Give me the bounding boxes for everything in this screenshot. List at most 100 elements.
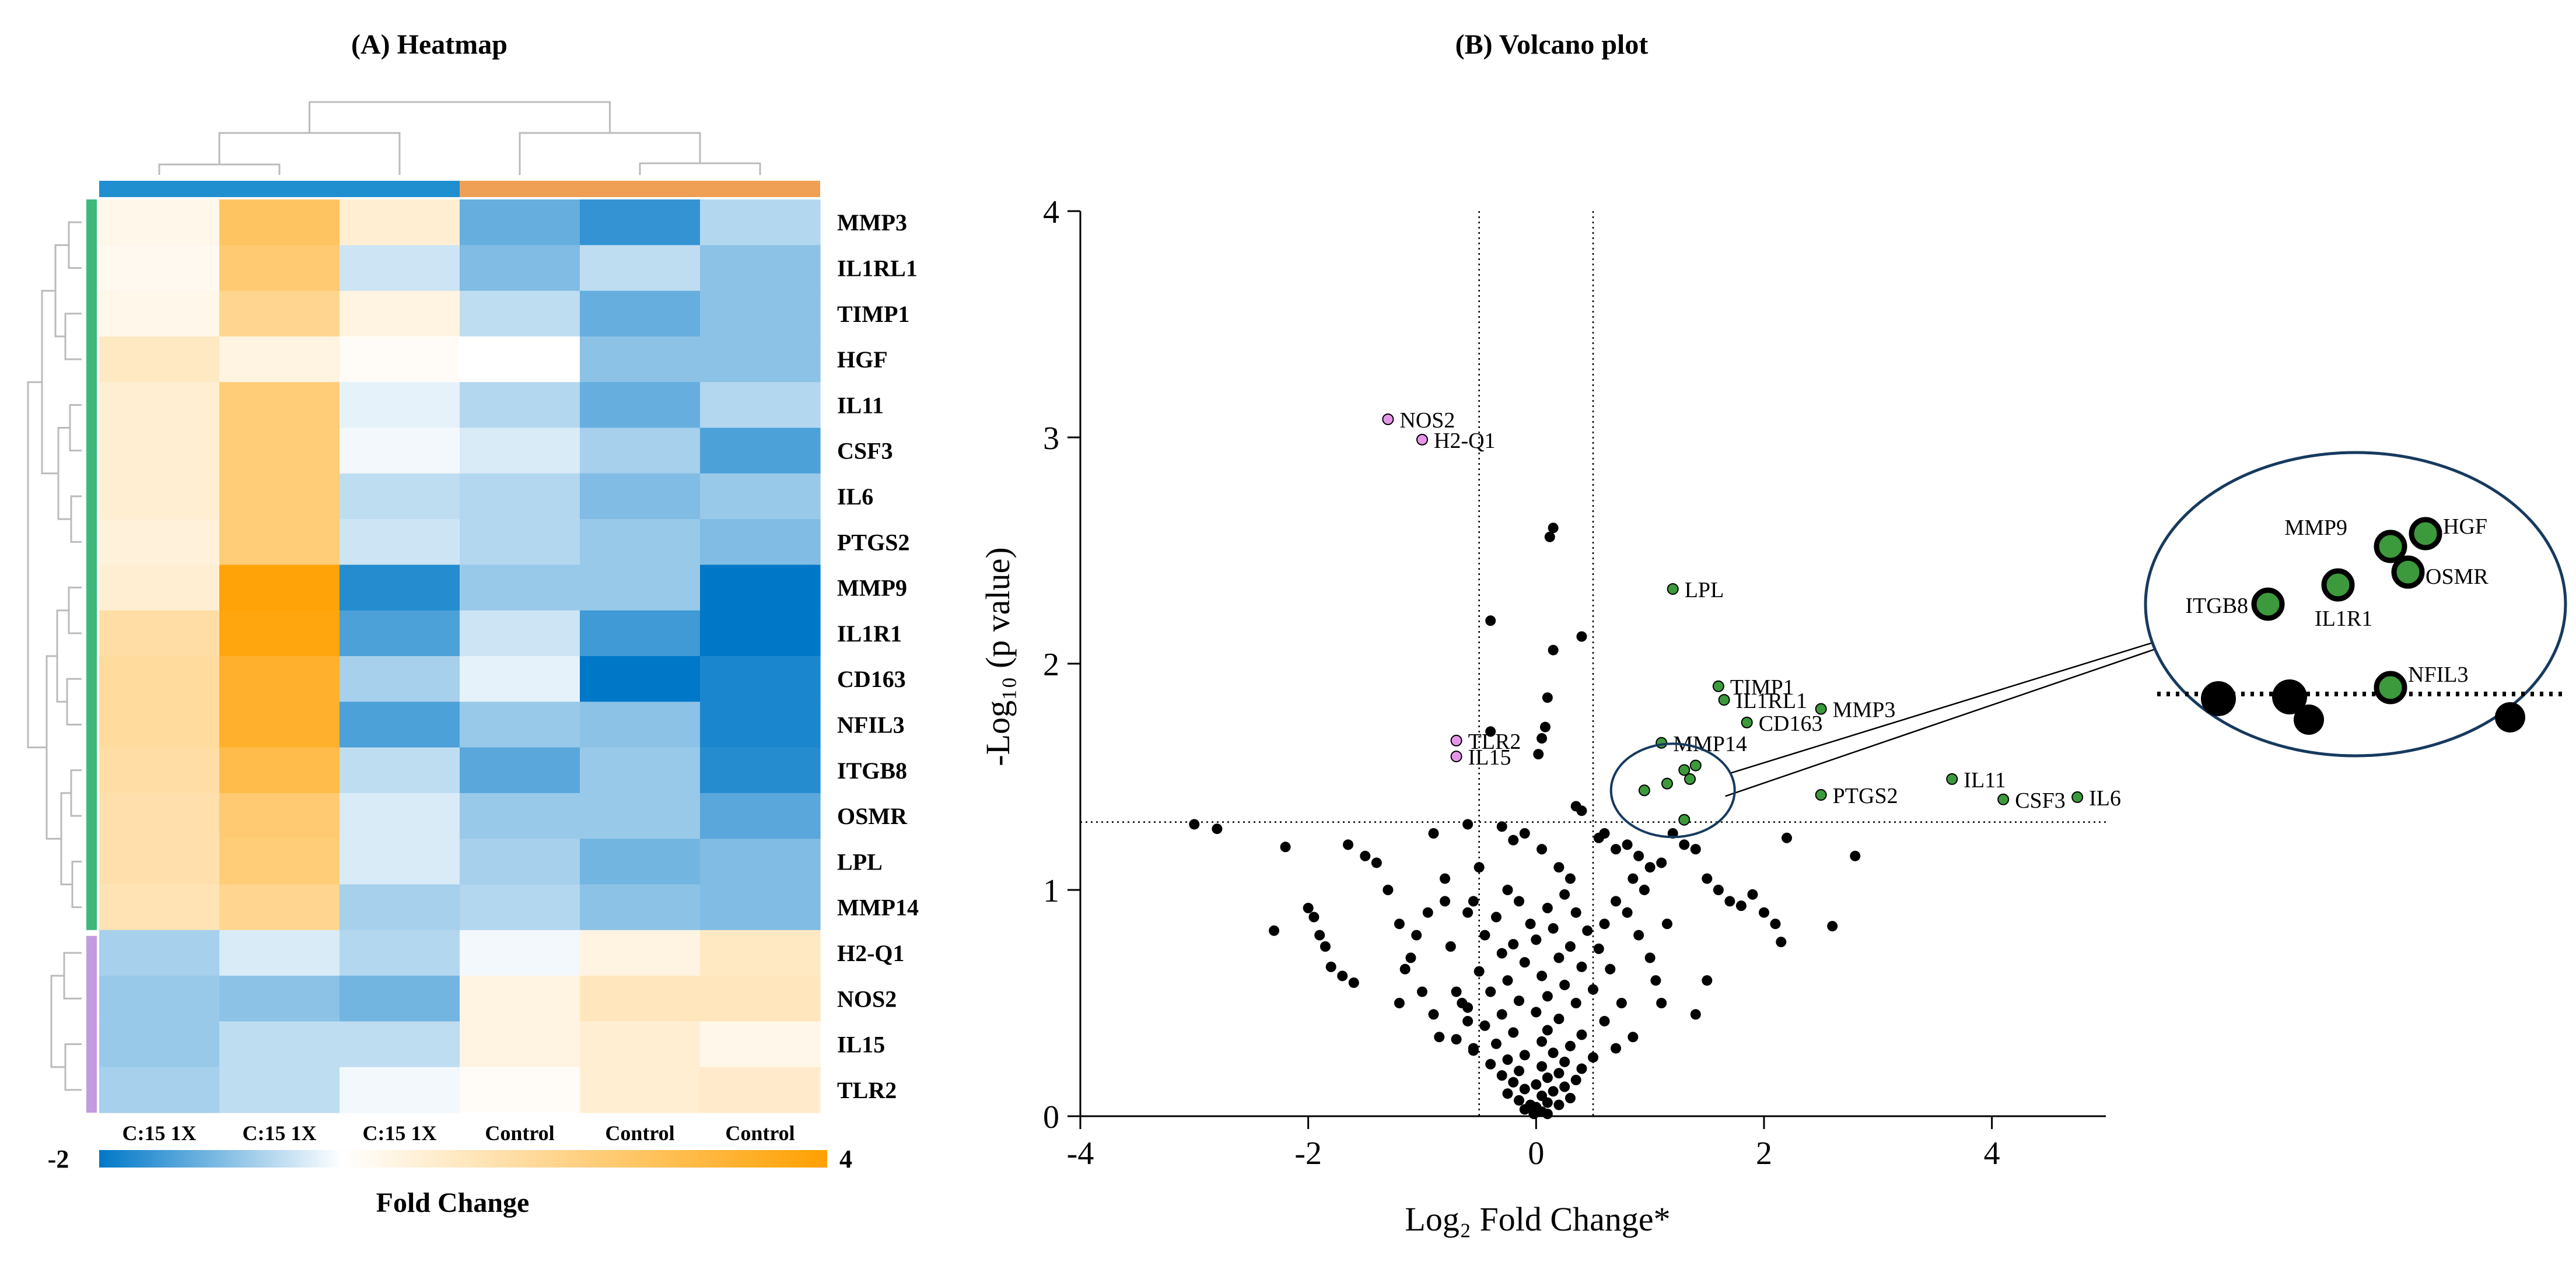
volcano-y-label: -Log₁₀ (p value) (979, 547, 1017, 766)
volcano-point (1588, 1052, 1598, 1063)
heatmap-cell (580, 930, 701, 976)
volcano-highlight-point (1638, 784, 1650, 797)
heatmap-cell (700, 610, 821, 657)
volcano-point (1702, 873, 1713, 884)
volcano-point (1325, 961, 1336, 972)
volcano-point-label: MMP3 (1833, 698, 1896, 723)
volcano-point (1679, 839, 1690, 850)
volcano-point (1269, 925, 1280, 936)
volcano-point (1536, 844, 1548, 855)
volcano-point (1628, 1032, 1639, 1043)
heatmap-cell (700, 656, 821, 702)
volcano-point (1417, 986, 1427, 997)
zoom-point-label: OSMR (2426, 565, 2488, 589)
heatmap-cell (580, 336, 701, 383)
volcano-point (1371, 857, 1382, 868)
volcano-point (1519, 1104, 1530, 1115)
heatmap-cell (460, 565, 580, 611)
heatmap-cell (99, 427, 220, 474)
volcano-point (1496, 948, 1507, 959)
volcano-point (1496, 1009, 1507, 1020)
volcano-point (1564, 1092, 1576, 1103)
heatmap-cell (219, 1021, 340, 1068)
heatmap-cell (700, 976, 821, 1022)
zoom-background-point (2495, 702, 2525, 732)
heatmap-cell (460, 884, 580, 931)
volcano-point (1542, 692, 1553, 703)
heatmap-row-label: IL11 (837, 392, 884, 418)
heatmap-cell (580, 976, 701, 1022)
volcano-point (1542, 1025, 1553, 1036)
heatmap-cell (340, 1067, 460, 1113)
volcano-point (1502, 1088, 1513, 1099)
volcano-highlight-point (1689, 759, 1702, 772)
dendrogram-branch (68, 221, 82, 269)
volcano-point (1690, 844, 1701, 855)
heatmap-row-label: PTGS2 (837, 529, 909, 555)
zoom-point (2374, 530, 2407, 563)
heatmap-cell (460, 839, 580, 885)
volcano-point (1508, 939, 1519, 950)
column-group-bar (99, 181, 820, 197)
heatmap-row-label: HGF (837, 346, 888, 373)
heatmap-cell (460, 290, 580, 337)
volcano-point (1628, 873, 1639, 884)
volcano-highlight-point (1946, 773, 1958, 785)
heatmap-cell (460, 656, 580, 702)
volcano-point (1394, 919, 1405, 930)
heatmap-cell (340, 427, 460, 474)
heatmap-cell (340, 793, 460, 839)
heatmap-row-label: MMP3 (837, 209, 907, 236)
volcano-highlight-point (1684, 773, 1696, 785)
volcano-point (1559, 889, 1570, 900)
volcano-point (1639, 885, 1650, 895)
x-tick-label: 2 (1756, 1135, 1772, 1172)
volcano-point (1502, 885, 1513, 895)
heatmap-cell (99, 747, 220, 794)
zoom-point (2409, 517, 2442, 551)
heatmap-cell (460, 427, 580, 474)
volcano-highlight-point (1661, 777, 1673, 790)
volcano-point (1479, 930, 1490, 941)
volcano-point (1462, 1002, 1474, 1013)
volcano-point (1536, 1036, 1548, 1047)
heatmap-cell (700, 519, 821, 565)
volcano-point (1508, 1077, 1519, 1088)
volcano-point (1588, 984, 1598, 995)
zoom-point-label: NFIL3 (2408, 662, 2468, 687)
volcano-point (1782, 832, 1793, 843)
volcano-point (1320, 941, 1331, 952)
volcano-point (1770, 919, 1781, 930)
heatmap-column-label: C:15 1X (243, 1121, 317, 1145)
heatmap-cell (460, 976, 580, 1022)
heatmap-cell (99, 382, 220, 429)
heatmap-cell (219, 884, 340, 931)
heatmap-cell (99, 793, 220, 839)
volcano-point (1502, 975, 1513, 986)
volcano-point-label: PTGS2 (1833, 784, 1898, 808)
heatmap-row-label: NFIL3 (837, 711, 905, 738)
volcano-background-points (1189, 523, 1861, 1120)
volcano-point (1553, 1068, 1564, 1079)
volcano-point (1559, 1056, 1570, 1067)
colorbar-label: Fold Change (376, 1187, 530, 1218)
volcano-point (1451, 986, 1462, 997)
volcano-point (1702, 975, 1713, 986)
volcano-point (1485, 986, 1496, 997)
volcano-point (1508, 1027, 1519, 1038)
zoom-point-label: IL1R1 (2315, 607, 2372, 631)
volcano-point (1531, 1007, 1542, 1018)
dendrogram-branch (158, 163, 281, 175)
volcano-point (1337, 970, 1348, 981)
heatmap-cell (700, 884, 821, 931)
volcano-highlight-point (1815, 703, 1827, 715)
heatmap-cell (219, 610, 340, 657)
column-group-control (460, 181, 820, 197)
volcano-point (1536, 733, 1548, 744)
volcano-point-label: IL1RL1 (1736, 689, 1807, 713)
heatmap-row-label: TIMP1 (837, 301, 909, 327)
volcano-point-label: IL11 (1964, 768, 2006, 793)
dendrogram-branch (70, 769, 82, 817)
heatmap-row-label: MMP14 (837, 895, 919, 921)
